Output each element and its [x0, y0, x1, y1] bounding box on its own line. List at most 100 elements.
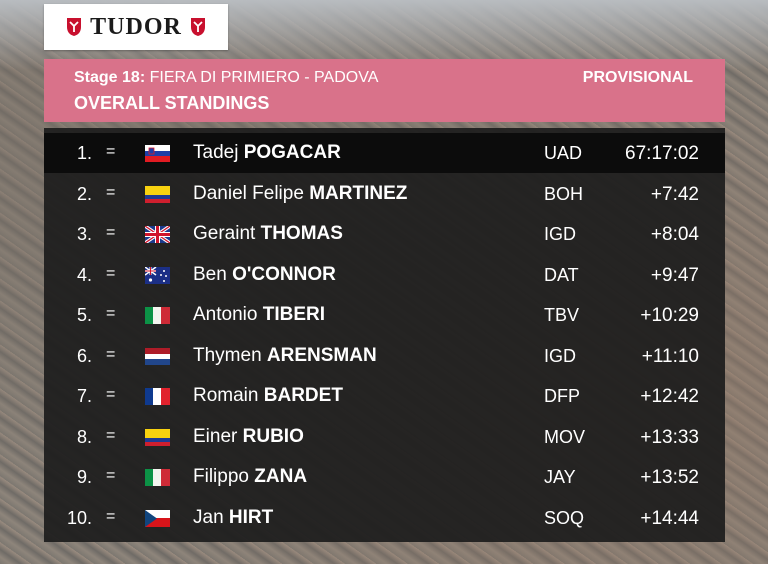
rider-name: Jan HIRT: [193, 507, 273, 529]
rank-change: =: [106, 345, 116, 363]
rider-last-name: ARENSMAN: [266, 344, 377, 366]
standings-row: 1. = Tadej POGACAR UAD 67:17:02: [44, 133, 725, 173]
rider-last-name: POGACAR: [243, 142, 341, 163]
colombia-flag-icon: [145, 185, 170, 203]
standings-row: 10. = Jan HIRT SOQ +14:44: [44, 498, 725, 538]
team-code: DAT: [544, 264, 579, 285]
rider-first-name: Geraint: [193, 223, 256, 244]
rank: 2.: [76, 183, 92, 204]
team-code: JAY: [544, 467, 576, 487]
rider-last-name: TIBERI: [262, 304, 326, 325]
time-gap: +11:10: [641, 345, 699, 367]
team-code: IGD: [544, 224, 577, 244]
status-label: PROVISIONAL: [582, 69, 693, 86]
standings-title: OVERALL STANDINGS: [74, 93, 270, 113]
rider-last-name: ZANA: [254, 466, 308, 487]
stage-route: FIERA DI PRIMIERO - PADOVA: [149, 69, 379, 86]
netherlands-flag-icon: [145, 347, 170, 365]
team-code: BOH: [544, 183, 584, 204]
standings-row: 6. = Thymen ARENSMAN IGD +11:10: [44, 336, 725, 376]
rider-name: Einer RUBIO: [193, 426, 304, 448]
rider-last-name: MARTINEZ: [309, 182, 408, 204]
sponsor-logo: TUDOR: [44, 4, 228, 50]
rider-name: Antonio TIBERI: [193, 304, 325, 326]
time-gap: +14:44: [640, 507, 699, 529]
team-code: SOQ: [544, 507, 585, 528]
rider-last-name: HIRT: [228, 506, 274, 528]
slovenia-flag-icon: [145, 145, 170, 162]
time-gap: 67:17:02: [625, 143, 699, 164]
rank: 10.: [66, 507, 92, 528]
standings-row: 5. = Antonio TIBERI TBV +10:29: [44, 295, 725, 335]
france-flag-icon: [145, 388, 170, 405]
standings-row: 3. = Geraint THOMAS IGD +8:04: [44, 214, 725, 254]
time-gap: +13:52: [640, 467, 699, 488]
standings-table: 1. = Tadej POGACAR UAD 67:17:02 2. = Daniel Fel…: [44, 128, 725, 542]
rider-first-name: Thymen: [193, 344, 262, 366]
rider-name: Romain BARDET: [193, 385, 343, 407]
team-code: MOV: [544, 426, 586, 447]
rank-change: =: [106, 426, 116, 444]
rank: 8.: [76, 426, 92, 447]
rank-change: =: [106, 507, 116, 525]
rank-change: =: [106, 264, 116, 282]
time-gap: +8:04: [650, 224, 699, 245]
rider-first-name: Einer: [193, 425, 238, 447]
rank-change: =: [106, 467, 116, 484]
rider-last-name: O'CONNOR: [232, 263, 336, 285]
rank-change: =: [106, 386, 116, 403]
team-code: UAD: [544, 143, 583, 163]
time-gap: +10:29: [640, 305, 699, 326]
rider-first-name: Tadej: [193, 142, 239, 163]
time-gap: +7:42: [650, 183, 699, 205]
rider-first-name: Jan: [193, 506, 224, 528]
rank: 3.: [76, 224, 92, 244]
standings-row: 2. = Daniel Felipe MARTINEZ BOH +7:42: [44, 174, 725, 214]
time-gap: +12:42: [640, 386, 699, 407]
time-gap: +9:47: [650, 264, 699, 286]
standings-row: 7. = Romain BARDET DFP +12:42: [44, 376, 725, 416]
rank: 9.: [76, 467, 92, 487]
rider-name: Geraint THOMAS: [193, 223, 343, 245]
standings-row: 4. = Ben O'CONNOR DAT +9:47: [44, 255, 725, 295]
rank: 1.: [76, 143, 92, 163]
team-code: DFP: [544, 386, 580, 406]
rank-change: =: [106, 224, 116, 241]
italy-flag-icon: [145, 307, 170, 324]
rider-first-name: Antonio: [193, 304, 258, 325]
tudor-shield-icon: [190, 17, 206, 37]
team-code: TBV: [544, 305, 580, 325]
stage-info: Stage 18: FIERA DI PRIMIERO - PADOVA: [74, 69, 378, 87]
rank-change: =: [106, 305, 116, 322]
australia-flag-icon: [145, 266, 170, 284]
tudor-shield-icon: [66, 17, 82, 37]
united-kingdom-flag-icon: [145, 226, 170, 243]
rank-change: =: [106, 183, 116, 201]
stage-label: Stage 18:: [74, 69, 146, 86]
rider-first-name: Filippo: [193, 466, 249, 487]
rider-last-name: RUBIO: [242, 425, 304, 447]
time-gap: +13:33: [640, 426, 699, 448]
rider-name: Filippo ZANA: [193, 466, 307, 488]
rider-name: Daniel Felipe MARTINEZ: [193, 183, 407, 205]
rider-first-name: Romain: [193, 385, 259, 406]
standings-header: Stage 18: FIERA DI PRIMIERO - PADOVA PRO…: [44, 59, 725, 122]
rank: 5.: [76, 305, 92, 325]
standings-row: 8. = Einer RUBIO MOV +13:33: [44, 417, 725, 457]
rank: 7.: [76, 386, 92, 406]
italy-flag-icon: [145, 469, 170, 486]
rider-last-name: BARDET: [263, 385, 343, 406]
sponsor-wordmark: TUDOR: [90, 13, 182, 40]
rank: 6.: [76, 345, 92, 366]
rider-name: Tadej POGACAR: [193, 142, 341, 164]
rank: 4.: [76, 264, 92, 285]
rider-last-name: THOMAS: [260, 223, 343, 244]
czechia-flag-icon: [145, 509, 170, 527]
rider-first-name: Ben: [193, 263, 227, 285]
standings-row: 9. = Filippo ZANA JAY +13:52: [44, 457, 725, 497]
colombia-flag-icon: [145, 428, 170, 446]
rider-name: Ben O'CONNOR: [193, 264, 336, 286]
rider-name: Thymen ARENSMAN: [193, 345, 377, 367]
rank-change: =: [106, 143, 116, 160]
rider-first-name: Daniel Felipe: [193, 182, 304, 204]
